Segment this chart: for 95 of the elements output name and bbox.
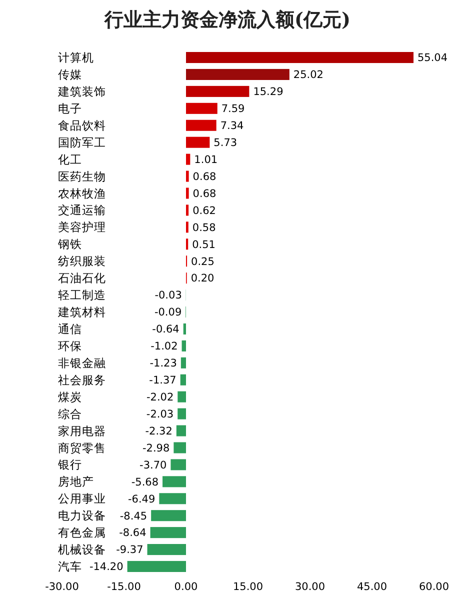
y-tick-label: 商贸零售 bbox=[58, 440, 106, 455]
y-tick-label: 国防军工 bbox=[58, 135, 106, 150]
x-tick-label: -30.00 bbox=[45, 581, 79, 593]
data-label: -14.20 bbox=[89, 561, 124, 574]
y-tick-label: 汽车 bbox=[58, 560, 82, 574]
y-tick-label: 化工 bbox=[58, 152, 82, 166]
bar bbox=[186, 188, 189, 199]
x-tick-label: 45.00 bbox=[356, 581, 388, 593]
bar bbox=[127, 560, 186, 572]
bar bbox=[170, 459, 186, 470]
data-label: 15.29 bbox=[253, 86, 284, 98]
data-label: -0.64 bbox=[152, 324, 180, 336]
bar bbox=[180, 357, 186, 368]
y-tick-label: 农林牧渔 bbox=[58, 186, 106, 200]
bar bbox=[186, 120, 216, 131]
y-tick-label: 交通运输 bbox=[58, 203, 106, 218]
bar bbox=[186, 170, 189, 182]
y-tick-label: 家用电器 bbox=[58, 424, 106, 438]
data-label: -8.64 bbox=[119, 527, 147, 540]
data-label: -2.98 bbox=[142, 442, 170, 454]
bar bbox=[186, 136, 210, 148]
y-tick-label: 石油石化 bbox=[58, 271, 106, 286]
data-label: 7.59 bbox=[221, 103, 245, 116]
bar bbox=[151, 510, 186, 522]
data-label: 0.68 bbox=[192, 170, 216, 183]
data-label: -6.49 bbox=[128, 493, 156, 506]
data-label: -0.09 bbox=[154, 306, 182, 319]
data-label: 0.51 bbox=[192, 238, 216, 251]
data-label: 55.04 bbox=[418, 52, 448, 64]
y-tick-label: 传媒 bbox=[58, 68, 82, 82]
bar bbox=[150, 527, 186, 538]
y-tick-label: 社会服务 bbox=[58, 372, 106, 387]
bar bbox=[162, 476, 186, 488]
y-tick-label: 轻工制造 bbox=[58, 288, 106, 302]
bar bbox=[186, 86, 250, 97]
bar bbox=[178, 408, 186, 420]
data-label: -3.70 bbox=[140, 459, 167, 472]
data-label: 25.02 bbox=[293, 69, 324, 82]
y-tick-label: 计算机 bbox=[58, 50, 94, 65]
x-tick-label: 60.00 bbox=[418, 581, 450, 593]
bar bbox=[180, 374, 186, 386]
y-tick-label: 建筑装饰 bbox=[57, 84, 106, 98]
bar bbox=[159, 493, 186, 504]
x-tick-label: 15.00 bbox=[232, 581, 264, 593]
data-label: -9.37 bbox=[116, 544, 144, 556]
y-tick-label: 机械设备 bbox=[58, 542, 106, 557]
data-label: -1.02 bbox=[150, 340, 178, 353]
bar bbox=[183, 323, 186, 334]
bar bbox=[186, 102, 218, 114]
y-tick-label: 银行 bbox=[57, 458, 82, 472]
y-tick-label: 钢铁 bbox=[57, 237, 82, 252]
data-label: 7.34 bbox=[220, 120, 244, 132]
y-tick-label: 建筑材料 bbox=[57, 305, 106, 320]
data-label: -2.03 bbox=[146, 408, 174, 420]
data-label: -0.03 bbox=[154, 290, 182, 302]
bar bbox=[178, 391, 186, 402]
y-tick-label: 煤炭 bbox=[58, 390, 82, 404]
y-tick-label: 综合 bbox=[58, 406, 82, 421]
bar bbox=[174, 442, 186, 454]
data-label: 0.62 bbox=[192, 204, 216, 217]
bar bbox=[176, 425, 186, 436]
bar bbox=[182, 340, 186, 352]
data-label: -2.02 bbox=[146, 392, 174, 404]
bar bbox=[186, 154, 190, 165]
bar bbox=[186, 52, 414, 64]
data-label: -1.23 bbox=[150, 358, 177, 370]
y-tick-label: 电子 bbox=[58, 101, 82, 116]
y-tick-label: 房地产 bbox=[58, 474, 94, 489]
x-tick-label: 30.00 bbox=[294, 581, 326, 593]
data-label: 0.68 bbox=[192, 188, 216, 200]
y-tick-label: 公用事业 bbox=[58, 492, 106, 506]
data-label: 0.20 bbox=[190, 272, 214, 285]
bar bbox=[147, 544, 186, 556]
y-tick-label: 非银金融 bbox=[58, 356, 106, 370]
data-label: 0.25 bbox=[191, 256, 214, 268]
bar bbox=[186, 204, 189, 216]
y-tick-label: 环保 bbox=[58, 338, 82, 353]
x-tick-label: 0.00 bbox=[174, 581, 198, 593]
bar bbox=[186, 68, 290, 80]
x-tick-label: -15.00 bbox=[107, 581, 141, 593]
data-label: -1.37 bbox=[149, 374, 176, 387]
data-label: 0.58 bbox=[192, 222, 216, 234]
y-tick-label: 电力设备 bbox=[58, 508, 106, 523]
y-tick-label: 医药生物 bbox=[58, 169, 106, 184]
chart-title: 行业主力资金净流入额(亿元) bbox=[104, 9, 350, 31]
y-tick-label: 食品饮料 bbox=[58, 118, 106, 132]
data-label: 1.01 bbox=[194, 154, 218, 166]
data-label: 5.73 bbox=[214, 137, 238, 150]
y-tick-label: 美容护理 bbox=[58, 220, 106, 234]
y-tick-label: 有色金属 bbox=[58, 526, 106, 540]
data-label: -8.45 bbox=[120, 510, 148, 522]
data-label: -2.32 bbox=[145, 425, 172, 438]
y-tick-label: 纺织服装 bbox=[58, 254, 106, 268]
y-tick-label: 通信 bbox=[58, 322, 82, 336]
data-label: -5.68 bbox=[131, 476, 159, 488]
